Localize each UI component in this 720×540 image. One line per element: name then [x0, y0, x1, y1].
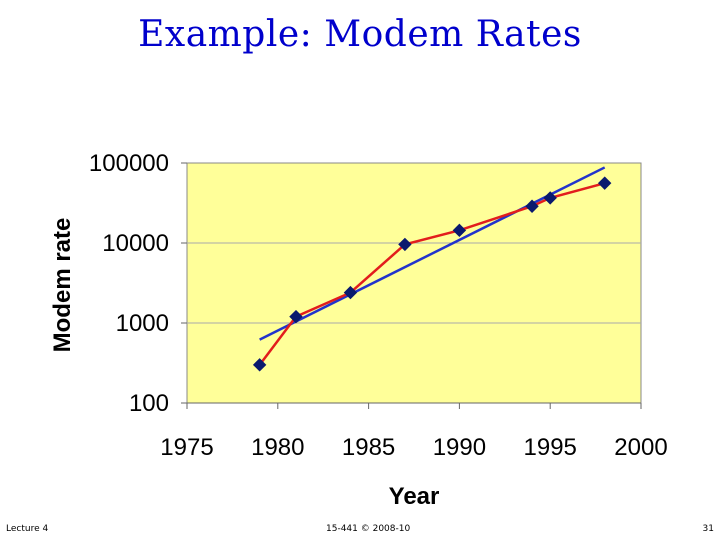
tick-labels: 100 1000 10000 100000 1975 1980 1985 1990 1995 20…: [89, 150, 668, 461]
y-tick-label: 10000: [102, 230, 169, 257]
y-axis-label: Modem rate: [49, 218, 76, 353]
y-tick-label: 1000: [116, 310, 169, 337]
axes: [181, 162, 642, 409]
x-tick-label: 1975: [160, 434, 213, 461]
data-point-marker: [252, 358, 267, 372]
x-tick-label: 1995: [524, 434, 577, 461]
series-layer: [252, 166, 612, 372]
data-point-marker: [452, 223, 467, 238]
data-point-marker: [343, 285, 358, 300]
x-axis-label: Year: [389, 483, 440, 510]
y-tick-label: 100: [129, 390, 169, 417]
slide-title: Example: Modem Rates: [138, 14, 582, 55]
x-tick-label: 1980: [251, 434, 304, 461]
data-point-marker: [525, 199, 539, 213]
footer-lecture: Lecture 4: [6, 524, 49, 534]
plot-area: [186, 162, 642, 404]
footer-page-number: 31: [702, 524, 714, 534]
data-point-marker: [597, 176, 612, 190]
data-point-marker: [543, 191, 557, 205]
y-tick-label: 100000: [89, 150, 169, 177]
footer-course: 15-441 © 2008-10: [326, 524, 411, 534]
data-point-marker: [289, 309, 303, 324]
x-tick-label: 1985: [342, 434, 395, 461]
x-tick-label: 2000: [614, 434, 667, 461]
x-tick-label: 1990: [433, 434, 486, 461]
data-point-marker: [398, 237, 412, 252]
